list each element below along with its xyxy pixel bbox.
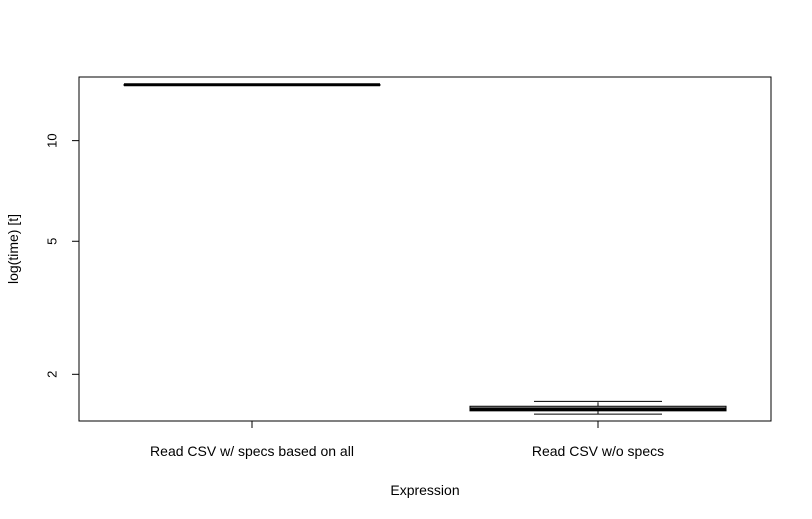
y-tick-label: 10 [45, 133, 60, 147]
plot-area [123, 83, 727, 415]
x-axis-label: Expression [390, 482, 459, 498]
y-axis-label: log(time) [t] [5, 214, 21, 284]
box-1 [123, 83, 381, 87]
y-axis: 2 5 10 [45, 133, 79, 378]
x-tick-label: Read CSV w/ specs based on all [150, 443, 354, 459]
x-axis: Read CSV w/ specs based on all Read CSV w… [150, 421, 664, 459]
y-tick-label: 5 [45, 238, 60, 245]
box-2 [469, 400, 727, 415]
x-tick-label: Read CSV w/o specs [532, 443, 664, 459]
y-tick-label: 2 [45, 371, 60, 378]
plot-frame [78, 76, 772, 422]
